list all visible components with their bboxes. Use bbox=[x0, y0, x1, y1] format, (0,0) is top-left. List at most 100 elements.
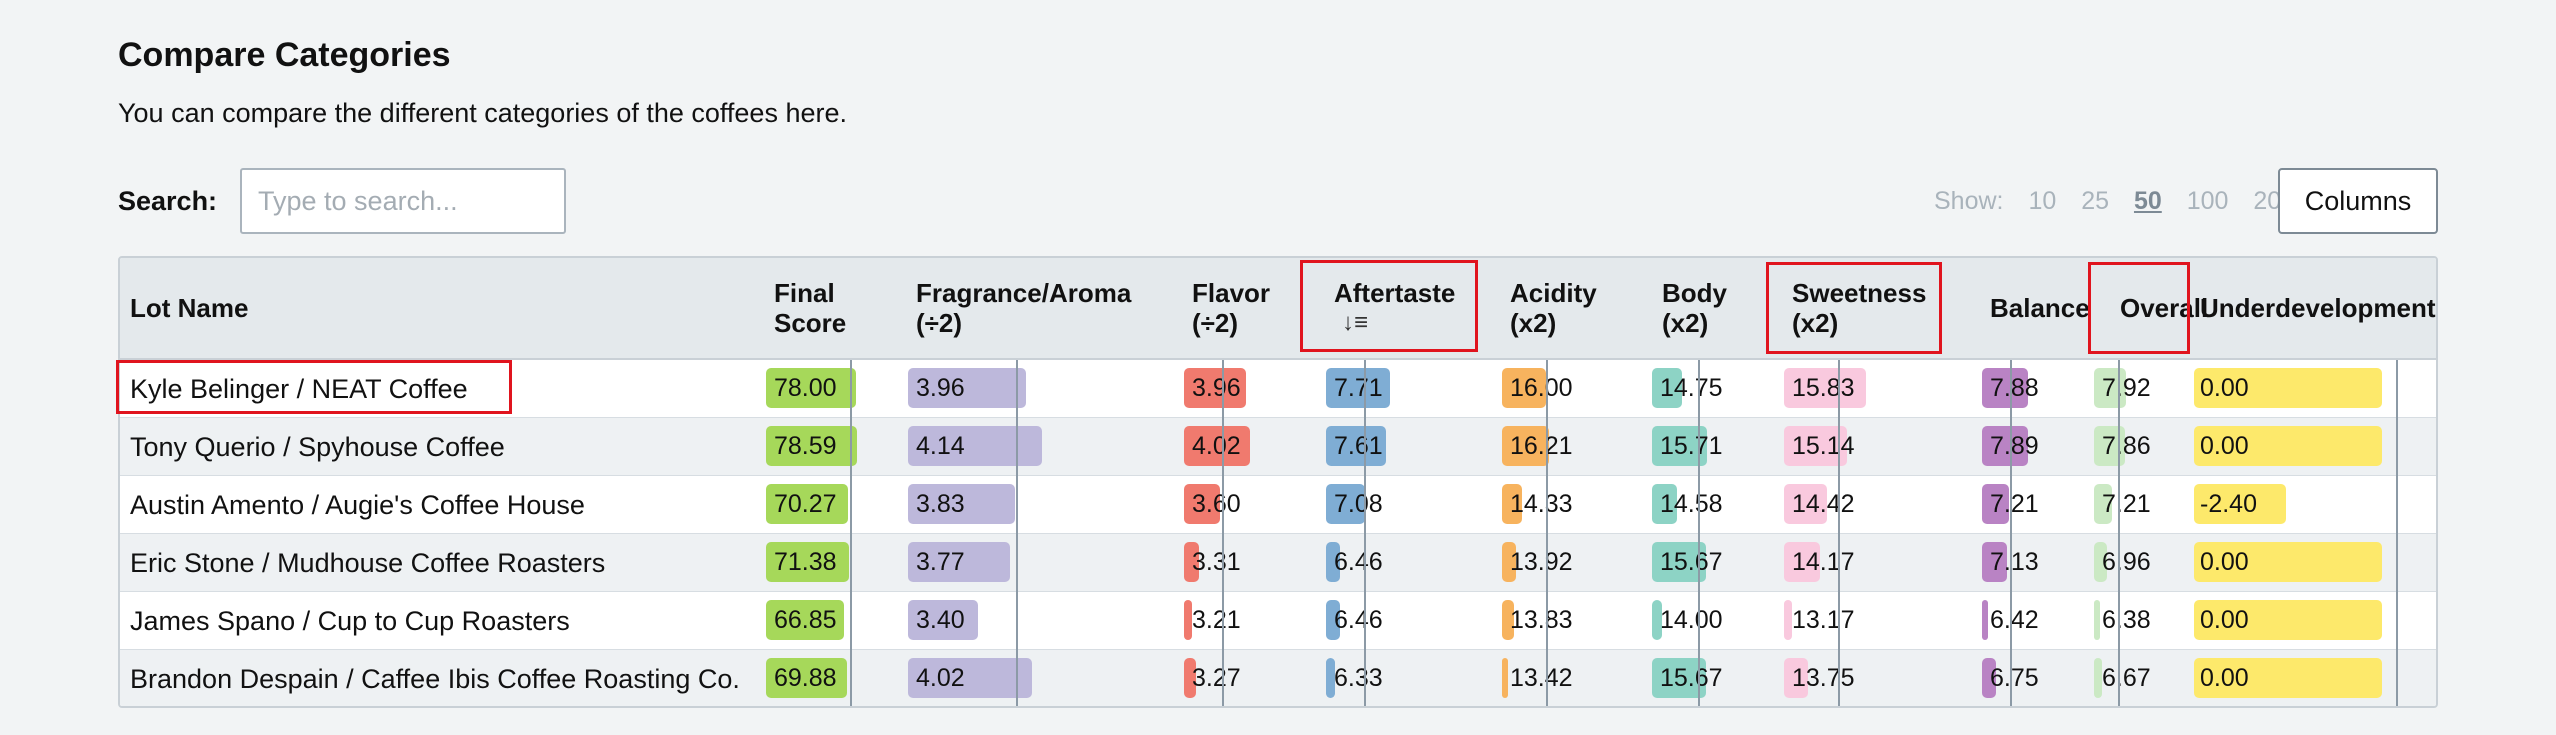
body-bar bbox=[1652, 542, 1706, 582]
page-size-option-50[interactable]: 50 bbox=[2133, 187, 2162, 215]
sweetness-bar bbox=[1784, 658, 1808, 698]
column-header-body[interactable]: Body (x2) bbox=[1662, 278, 1727, 338]
overall-value: 6.67 bbox=[2102, 664, 2151, 692]
table-row[interactable]: Tony Querio / Spyhouse Coffee 78.59 4.14 4.… bbox=[120, 418, 2436, 476]
balance-bar bbox=[1982, 658, 1996, 698]
fragrance-value: 4.14 bbox=[916, 432, 965, 460]
acidity-bar bbox=[1502, 600, 1515, 640]
balance-bar bbox=[1982, 484, 2009, 524]
aftertaste-value: 7.08 bbox=[1334, 490, 1383, 518]
acidity-reference-line bbox=[1546, 360, 1548, 706]
balance-value: 7.13 bbox=[1990, 548, 2039, 576]
aftertaste-value: 6.46 bbox=[1334, 606, 1383, 634]
under-value: 0.00 bbox=[2200, 374, 2249, 402]
final-value: 69.88 bbox=[774, 664, 837, 692]
table-row[interactable]: Kyle Belinger / NEAT Coffee 78.00 3.96 3.96… bbox=[120, 360, 2436, 418]
flavor-value: 3.27 bbox=[1192, 664, 1241, 692]
column-header-final[interactable]: Final Score bbox=[774, 278, 846, 338]
lot-name-cell: Tony Querio / Spyhouse Coffee bbox=[130, 432, 505, 462]
balance-value: 7.89 bbox=[1990, 432, 2039, 460]
sweetness-bar bbox=[1784, 368, 1867, 408]
overall-reference-line bbox=[2118, 360, 2120, 706]
under-bar bbox=[2194, 426, 2382, 466]
fragrance-bar bbox=[908, 484, 1015, 524]
sweetness-value: 13.17 bbox=[1792, 606, 1855, 634]
column-header-sublabel: (x2) bbox=[1510, 308, 1557, 338]
fragrance-value: 3.40 bbox=[916, 606, 965, 634]
acidity-value: 16.21 bbox=[1510, 432, 1573, 460]
fragrance-bar bbox=[908, 600, 978, 640]
column-header-flavor[interactable]: Flavor (÷2) bbox=[1192, 278, 1270, 338]
column-header-label: Sweetness bbox=[1792, 278, 1927, 308]
column-header-label: Body bbox=[1662, 278, 1727, 308]
table-row[interactable]: James Spano / Cup to Cup Roasters 66.85 3.… bbox=[120, 592, 2436, 650]
column-header-sublabel: (x2) bbox=[1662, 308, 1709, 338]
final-bar bbox=[766, 426, 858, 466]
table-row[interactable]: Brandon Despain / Caffee Ibis Coffee Roa… bbox=[120, 650, 2436, 706]
column-header-fragrance[interactable]: Fragrance/Aroma (÷2) bbox=[916, 278, 1131, 338]
column-header-lot[interactable]: Lot Name bbox=[130, 293, 248, 323]
final-value: 71.38 bbox=[774, 548, 837, 576]
acidity-value: 13.42 bbox=[1510, 664, 1573, 692]
search-input[interactable] bbox=[240, 168, 566, 234]
acidity-value: 13.92 bbox=[1510, 548, 1573, 576]
acidity-value: 16.00 bbox=[1510, 374, 1573, 402]
final-bar bbox=[766, 484, 848, 524]
flavor-bar bbox=[1184, 658, 1197, 698]
lot-name-cell: Kyle Belinger / NEAT Coffee bbox=[130, 374, 468, 404]
balance-bar bbox=[1982, 542, 2007, 582]
page-size-option-25[interactable]: 25 bbox=[2081, 187, 2110, 215]
fragrance-value: 3.83 bbox=[916, 490, 965, 518]
column-header-acidity[interactable]: Acidity (x2) bbox=[1510, 278, 1597, 338]
column-header-sublabel: (x2) bbox=[1792, 308, 1839, 338]
fragrance-bar bbox=[908, 542, 1010, 582]
aftertaste-bar bbox=[1326, 426, 1387, 466]
flavor-reference-line bbox=[1222, 360, 1224, 706]
columns-button[interactable]: Columns bbox=[2278, 168, 2438, 234]
column-header-label: Flavor bbox=[1192, 278, 1271, 308]
page-size-option-10[interactable]: 10 bbox=[2028, 187, 2057, 215]
flavor-bar bbox=[1184, 600, 1192, 640]
flavor-bar bbox=[1184, 426, 1251, 466]
table-row[interactable]: Austin Amento / Augie's Coffee House 70.2… bbox=[120, 476, 2436, 534]
sort-desc-icon[interactable]: ↓≡ bbox=[1342, 309, 1369, 336]
column-header-sublabel: Score bbox=[774, 308, 847, 338]
acidity-value: 13.83 bbox=[1510, 606, 1573, 634]
overall-value: 7.86 bbox=[2102, 432, 2151, 460]
page-size-option-100[interactable]: 100 bbox=[2186, 187, 2229, 215]
flavor-value: 3.21 bbox=[1192, 606, 1241, 634]
under-bar bbox=[2194, 600, 2382, 640]
flavor-value: 3.31 bbox=[1192, 548, 1241, 576]
column-header-under[interactable]: Underdevelopment bbox=[2200, 293, 2436, 323]
aftertaste-bar bbox=[1326, 600, 1341, 640]
body-value: 15.67 bbox=[1660, 664, 1723, 692]
final-bar bbox=[766, 658, 848, 698]
page-size-selector: Show: 10 25 50 100 200 bbox=[1934, 187, 2295, 216]
sweetness-bar bbox=[1784, 600, 1792, 640]
body-value: 14.75 bbox=[1660, 374, 1723, 402]
overall-value: 7.92 bbox=[2102, 374, 2151, 402]
search-label: Search: bbox=[118, 186, 218, 216]
flavor-bar bbox=[1184, 368, 1246, 408]
balance-bar bbox=[1982, 368, 2028, 408]
body-bar bbox=[1652, 426, 1707, 466]
overall-bar bbox=[2094, 658, 2102, 698]
balance-value: 6.75 bbox=[1990, 664, 2039, 692]
overall-bar bbox=[2094, 368, 2126, 408]
sweetness-value: 15.14 bbox=[1792, 432, 1855, 460]
column-header-balance[interactable]: Balance bbox=[1990, 293, 2090, 323]
column-header-aftertaste[interactable]: Aftertaste ↓≡ bbox=[1334, 278, 1455, 338]
column-header-sweetness[interactable]: Sweetness (x2) bbox=[1792, 278, 1926, 338]
acidity-bar bbox=[1502, 658, 1509, 698]
sweetness-reference-line bbox=[1838, 360, 1840, 706]
final-bar bbox=[766, 600, 844, 640]
column-header-label: Overall bbox=[2120, 293, 2209, 323]
show-label: Show: bbox=[1934, 187, 2004, 215]
under-bar bbox=[2194, 658, 2382, 698]
column-header-label: Underdevelopment bbox=[2200, 293, 2436, 323]
body-value: 15.67 bbox=[1660, 548, 1723, 576]
table-row[interactable]: Eric Stone / Mudhouse Coffee Roasters 71.… bbox=[120, 534, 2436, 592]
column-header-overall[interactable]: Overall bbox=[2120, 293, 2208, 323]
under-value: 0.00 bbox=[2200, 432, 2249, 460]
fragrance-bar bbox=[908, 426, 1042, 466]
